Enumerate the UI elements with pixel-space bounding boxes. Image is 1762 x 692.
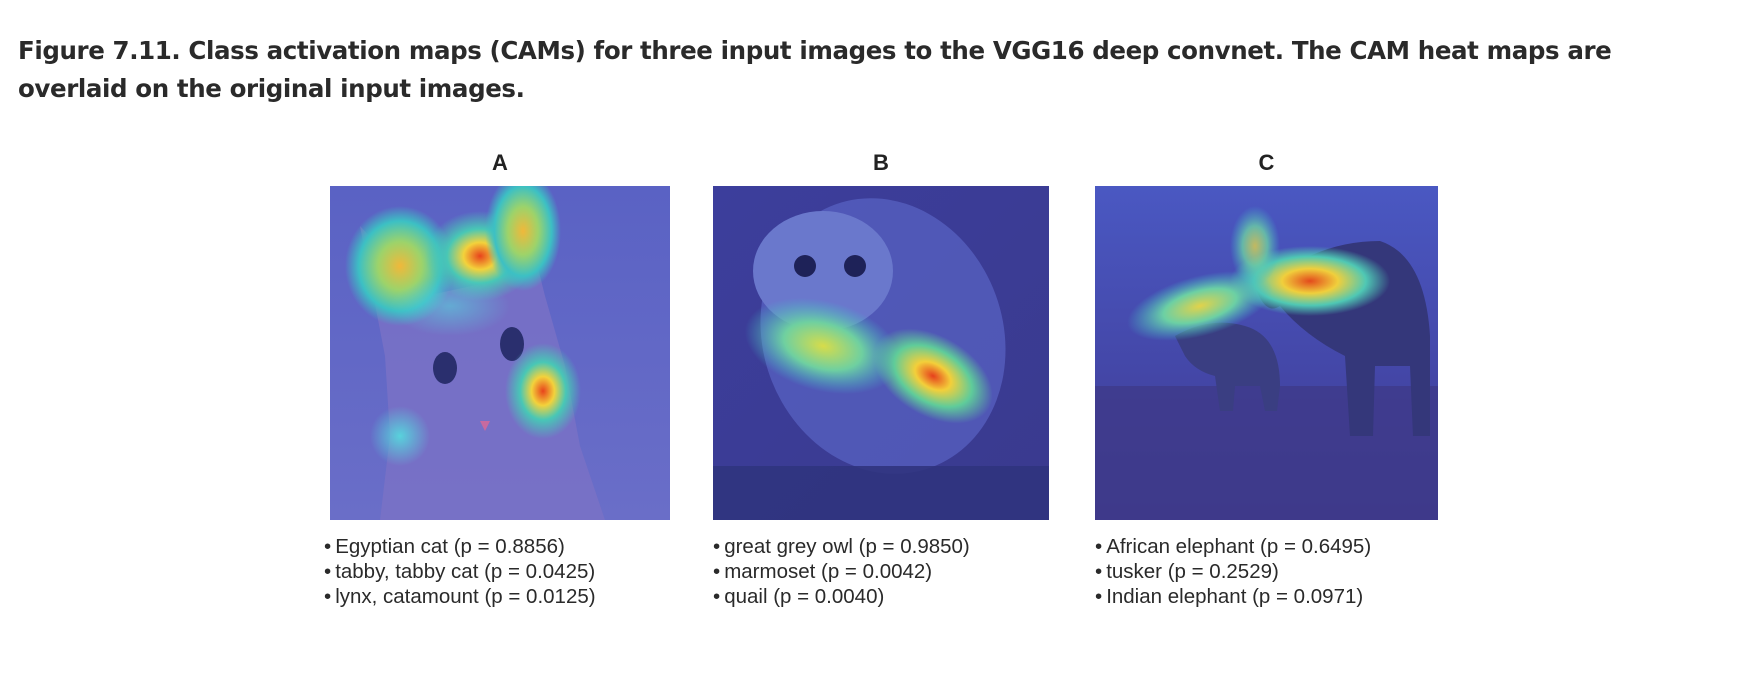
- figure-caption: Figure 7.11. Class activation maps (CAMs…: [18, 36, 1612, 103]
- prediction-item: tabby, tabby cat (p = 0.0425): [324, 559, 596, 584]
- panel-label: A: [492, 150, 508, 175]
- prediction-item: great grey owl (p = 0.9850): [713, 534, 970, 559]
- prediction-item: Egyptian cat (p = 0.8856): [324, 534, 596, 559]
- prediction-list: African elephant (p = 0.6495) tusker (p …: [1095, 534, 1371, 609]
- prediction-item: marmoset (p = 0.0042): [713, 559, 970, 584]
- prediction-item: Indian elephant (p = 0.0971): [1095, 584, 1371, 609]
- prediction-item: African elephant (p = 0.6495): [1095, 534, 1371, 559]
- prediction-item: tusker (p = 0.2529): [1095, 559, 1371, 584]
- panel-label: B: [873, 150, 889, 175]
- panel-label: C: [1258, 150, 1275, 175]
- prediction-item: quail (p = 0.0040): [713, 584, 970, 609]
- prediction-item: lynx, catamount (p = 0.0125): [324, 584, 595, 609]
- cam-image-owl: [713, 186, 1049, 520]
- cam-image-cat: [330, 186, 670, 520]
- prediction-list: great grey owl (p = 0.9850) marmoset (p …: [713, 534, 970, 609]
- prediction-list: Egyptian cat (p = 0.8856) tabby, tabby c…: [324, 534, 596, 609]
- cam-image-elephants: [1095, 186, 1438, 520]
